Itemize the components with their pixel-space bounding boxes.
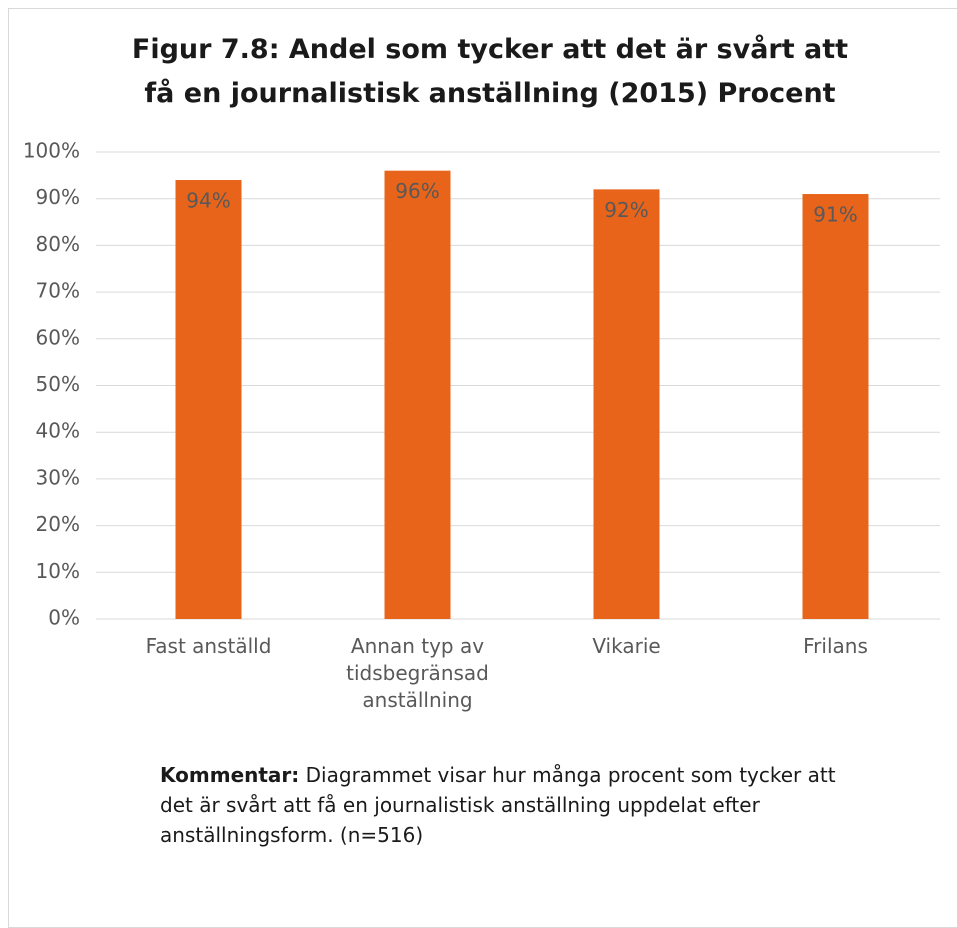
x-tick-label: Vikarie [592, 634, 661, 658]
data-label: 94% [186, 189, 230, 213]
bar [384, 170, 451, 619]
y-tick-label: 60% [36, 325, 80, 349]
y-tick-label: 0% [48, 606, 80, 630]
y-tick-label: 10% [36, 559, 80, 583]
y-tick-label: 80% [36, 232, 80, 256]
y-tick-label: 90% [36, 185, 80, 209]
chart-title: Figur 7.8: Andel som tycker att det är s… [131, 34, 849, 109]
note-text: Diagrammet visar hur många procent som t… [160, 763, 836, 847]
y-tick-label: 30% [36, 465, 80, 489]
x-tick-label: Fast anställd [145, 634, 272, 658]
y-tick-label: 70% [36, 279, 80, 303]
bar [175, 180, 242, 619]
x-tick-label: Annan typ av tidsbegränsad anställning [346, 634, 489, 712]
note: Kommentar: Diagrammet visar hur många pr… [160, 760, 850, 850]
x-tick-label: Frilans [803, 634, 868, 658]
note-label: Kommentar: [160, 763, 300, 787]
data-label: 91% [813, 203, 857, 227]
bar [593, 189, 660, 620]
data-label: 92% [604, 198, 648, 222]
y-tick-label: 50% [36, 372, 80, 396]
y-tick-label: 100% [23, 139, 80, 163]
data-label: 96% [395, 179, 439, 203]
y-tick-label: 40% [36, 419, 80, 443]
bar [802, 194, 869, 619]
y-tick-label: 20% [36, 512, 80, 536]
